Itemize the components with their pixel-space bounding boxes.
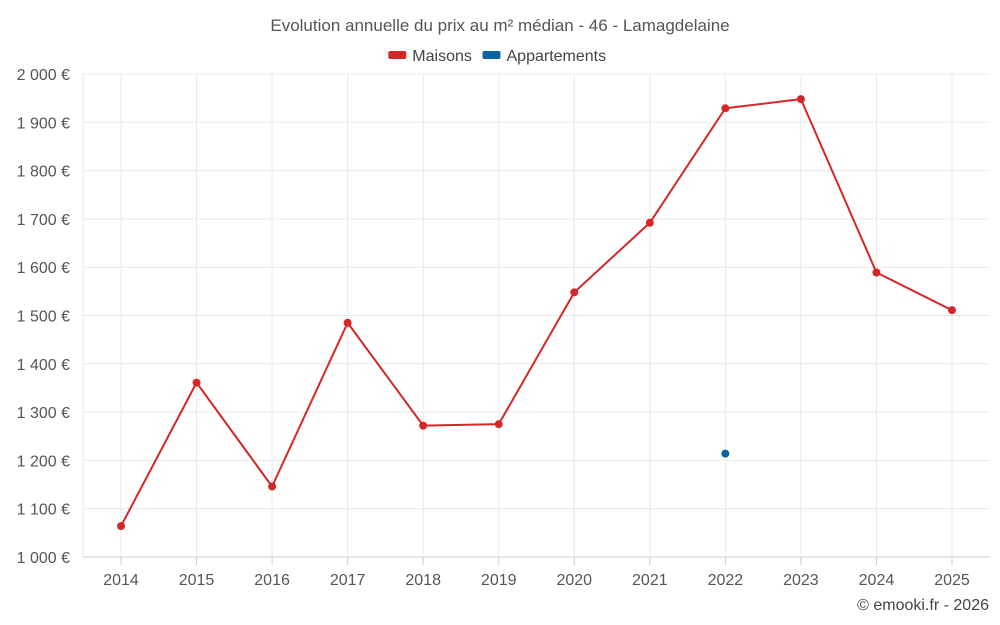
y-tick-label: 2 000 € [17, 67, 70, 84]
x-tick-label: 2024 [859, 572, 895, 589]
x-tick-label: 2019 [481, 572, 517, 589]
y-tick-label: 1 500 € [17, 309, 70, 326]
y-tick-label: 1 800 € [17, 164, 70, 181]
data-point[interactable] [192, 378, 201, 387]
data-point[interactable] [494, 420, 503, 429]
data-point[interactable] [721, 449, 730, 458]
data-point[interactable] [419, 421, 428, 430]
legend-item-maisons[interactable]: Maisons [388, 48, 472, 65]
series-maisons [117, 95, 956, 531]
x-tick-label: 2016 [254, 572, 290, 589]
x-tick-label: 2023 [783, 572, 819, 589]
data-point[interactable] [343, 318, 352, 327]
x-axis: 2014 2015 2016 2017 2018 2019 2020 2021 2022 2023… [103, 557, 970, 589]
y-tick-label: 1 600 € [17, 260, 70, 277]
series-line [120, 98, 953, 527]
y-tick-label: 1 400 € [17, 357, 70, 374]
x-tick-label: 2014 [103, 572, 139, 589]
credit-text: © emooki.fr - 2026 [857, 597, 989, 614]
y-tick-label: 1 900 € [17, 115, 70, 132]
y-tick-label: 1 200 € [17, 453, 70, 470]
x-tick-label: 2017 [330, 572, 366, 589]
legend-item-appartements[interactable]: Appartements [482, 48, 607, 65]
legend-label: Maisons [412, 48, 472, 65]
x-tick-label: 2020 [556, 572, 592, 589]
legend-label: Appartements [507, 48, 607, 65]
y-tick-label: 1 000 € [17, 550, 70, 567]
series-appartements [721, 449, 730, 458]
legend-swatch [388, 51, 407, 59]
legend: Maisons Appartements [388, 48, 606, 65]
data-point[interactable] [570, 288, 579, 297]
data-point[interactable] [645, 218, 654, 227]
data-point[interactable] [268, 482, 277, 491]
gridlines [82, 73, 990, 558]
data-point[interactable] [872, 268, 881, 277]
data-point[interactable] [721, 104, 730, 113]
x-tick-label: 2022 [708, 572, 744, 589]
data-point[interactable] [117, 522, 125, 531]
data-point[interactable] [948, 306, 956, 315]
y-axis: 1 000 € 1 100 € 1 200 € 1 300 € 1 400 € 1 500… [17, 67, 70, 567]
x-tick-label: 2015 [179, 572, 215, 589]
y-tick-label: 1 300 € [17, 405, 70, 422]
chart-title: Evolution annuelle du prix au m² médian … [270, 16, 729, 35]
y-tick-label: 1 700 € [17, 212, 70, 229]
x-tick-label: 2018 [405, 572, 441, 589]
series-layer [117, 95, 956, 531]
x-tick-label: 2025 [934, 572, 970, 589]
x-tick-label: 2021 [632, 572, 668, 589]
legend-swatch [482, 51, 501, 59]
data-point[interactable] [796, 95, 805, 104]
y-tick-label: 1 100 € [17, 502, 70, 519]
